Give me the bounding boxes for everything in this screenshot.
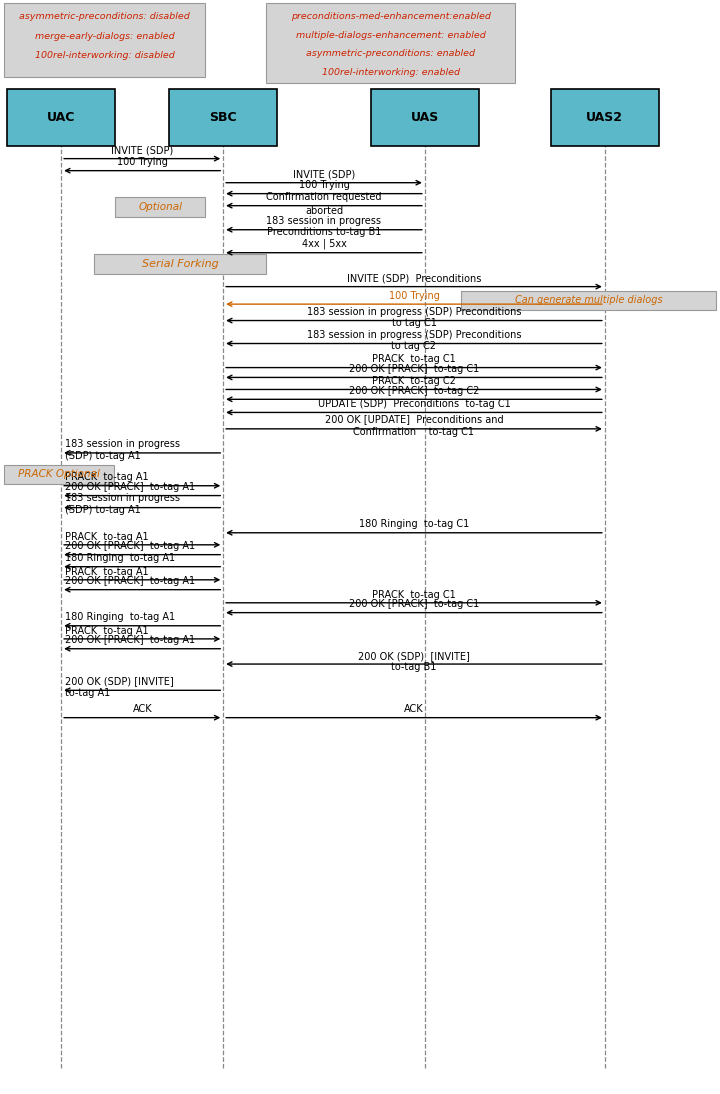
Text: UAS: UAS xyxy=(410,110,439,124)
Text: aborted: aborted xyxy=(305,206,343,216)
Text: PRACK  to-tag A1: PRACK to-tag A1 xyxy=(65,626,148,636)
Text: PRACK  to-tag A1: PRACK to-tag A1 xyxy=(65,532,148,542)
Text: 180 Ringing  to-tag C1: 180 Ringing to-tag C1 xyxy=(359,520,469,529)
Text: SBC: SBC xyxy=(210,110,237,124)
Text: 200 OK [PRACK]  to-tag A1: 200 OK [PRACK] to-tag A1 xyxy=(65,542,195,551)
Text: to-tag B1: to-tag B1 xyxy=(391,662,437,672)
Text: PRACK Optional: PRACK Optional xyxy=(18,469,99,479)
Text: PRACK  to-tag A1: PRACK to-tag A1 xyxy=(65,567,148,577)
Text: PRACK  to-tag C1: PRACK to-tag C1 xyxy=(372,590,456,600)
Text: Serial Forking: Serial Forking xyxy=(142,258,218,269)
Text: (SDP) to-tag A1: (SDP) to-tag A1 xyxy=(65,451,140,461)
Text: PRACK  to-tag A1: PRACK to-tag A1 xyxy=(65,473,148,482)
Text: (SDP) to-tag A1: (SDP) to-tag A1 xyxy=(65,505,140,515)
Text: 100rel-interworking: disabled: 100rel-interworking: disabled xyxy=(35,51,174,60)
Text: 200 OK [PRACK]  to-tag A1: 200 OK [PRACK] to-tag A1 xyxy=(65,577,195,586)
Text: preconditions-med-enhancement:enabled: preconditions-med-enhancement:enabled xyxy=(291,12,490,21)
FancyBboxPatch shape xyxy=(551,89,659,146)
Text: 200 OK [PRACK]  to-tag A1: 200 OK [PRACK] to-tag A1 xyxy=(65,636,195,645)
Text: 100 Trying: 100 Trying xyxy=(117,158,168,167)
Text: UAC: UAC xyxy=(47,110,76,124)
Text: 183 session in progress (SDP) Preconditions: 183 session in progress (SDP) Preconditi… xyxy=(307,330,521,340)
Text: 180 Ringing  to-tag A1: 180 Ringing to-tag A1 xyxy=(65,554,175,563)
FancyBboxPatch shape xyxy=(169,89,277,146)
Text: Can generate multiple dialogs: Can generate multiple dialogs xyxy=(515,295,662,305)
Text: UPDATE (SDP)  Preconditions  to-tag C1: UPDATE (SDP) Preconditions to-tag C1 xyxy=(318,399,510,409)
Text: Optional: Optional xyxy=(138,201,182,212)
Text: Confirmation    to-tag C1: Confirmation to-tag C1 xyxy=(354,427,474,437)
Text: 200 OK (SDP) [INVITE]: 200 OK (SDP) [INVITE] xyxy=(65,676,174,686)
Text: 183 session in progress: 183 session in progress xyxy=(65,493,180,503)
Text: 183 session in progress (SDP) Preconditions: 183 session in progress (SDP) Preconditi… xyxy=(307,307,521,317)
FancyBboxPatch shape xyxy=(371,89,479,146)
Text: 200 OK [PRACK]  to-tag C2: 200 OK [PRACK] to-tag C2 xyxy=(348,386,480,396)
Text: asymmetric-preconditions: enabled: asymmetric-preconditions: enabled xyxy=(306,49,475,58)
Text: merge-early-dialogs: enabled: merge-early-dialogs: enabled xyxy=(35,32,174,40)
Text: 100 Trying: 100 Trying xyxy=(389,291,439,301)
Text: ACK: ACK xyxy=(404,705,424,714)
Text: to-tag A1: to-tag A1 xyxy=(65,688,110,698)
Text: asymmetric-preconditions: disabled: asymmetric-preconditions: disabled xyxy=(19,12,190,21)
FancyBboxPatch shape xyxy=(266,3,515,83)
Text: 200 OK [PRACK]  to-tag C1: 200 OK [PRACK] to-tag C1 xyxy=(349,364,479,374)
Text: UAS2: UAS2 xyxy=(586,110,624,124)
Text: 183 session in progress: 183 session in progress xyxy=(65,439,180,449)
Text: 180 Ringing  to-tag A1: 180 Ringing to-tag A1 xyxy=(65,613,175,622)
Text: PRACK  to-tag C2: PRACK to-tag C2 xyxy=(372,376,456,386)
FancyBboxPatch shape xyxy=(7,89,115,146)
Text: ACK: ACK xyxy=(132,705,153,714)
Text: 200 OK [UPDATE]  Preconditions and: 200 OK [UPDATE] Preconditions and xyxy=(325,415,503,424)
Text: INVITE (SDP): INVITE (SDP) xyxy=(293,170,355,179)
Text: to tag C1: to tag C1 xyxy=(392,318,436,328)
Text: PRACK  to-tag C1: PRACK to-tag C1 xyxy=(372,354,456,364)
FancyBboxPatch shape xyxy=(4,3,205,77)
FancyBboxPatch shape xyxy=(94,254,266,274)
Text: 200 OK [PRACK]  to-tag A1: 200 OK [PRACK] to-tag A1 xyxy=(65,482,195,492)
Text: 4xx | 5xx: 4xx | 5xx xyxy=(302,238,346,249)
Text: to tag C2: to tag C2 xyxy=(392,341,436,351)
Text: Preconditions to-tag B1: Preconditions to-tag B1 xyxy=(267,228,381,237)
Text: 100 Trying: 100 Trying xyxy=(299,181,349,190)
Text: 200 OK [PRACK]  to-tag C1: 200 OK [PRACK] to-tag C1 xyxy=(349,600,479,609)
Text: 100rel-interworking: enabled: 100rel-interworking: enabled xyxy=(322,68,459,77)
Text: multiple-dialogs-enhancement: enabled: multiple-dialogs-enhancement: enabled xyxy=(296,31,485,39)
Text: 200 OK (SDP)  [INVITE]: 200 OK (SDP) [INVITE] xyxy=(358,651,470,661)
Text: INVITE (SDP): INVITE (SDP) xyxy=(112,146,174,155)
FancyBboxPatch shape xyxy=(115,197,205,217)
Text: INVITE (SDP)  Preconditions: INVITE (SDP) Preconditions xyxy=(347,274,481,283)
FancyBboxPatch shape xyxy=(461,291,716,310)
FancyBboxPatch shape xyxy=(4,465,114,484)
Text: 183 session in progress: 183 session in progress xyxy=(266,217,382,226)
Text: Confirmation requested: Confirmation requested xyxy=(266,193,382,202)
